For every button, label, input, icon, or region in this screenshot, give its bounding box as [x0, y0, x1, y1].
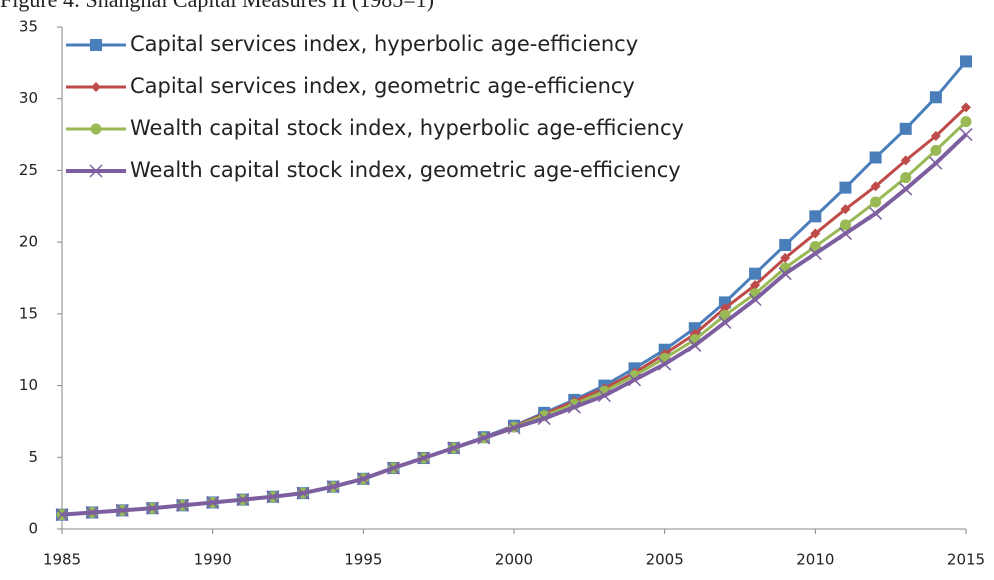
data-point [145, 501, 159, 515]
legend-marker [90, 39, 102, 51]
data-point [780, 252, 791, 263]
data-point [960, 55, 972, 68]
series-line [61, 133, 968, 517]
data-point [567, 400, 581, 414]
legend-label: Wealth capital stock index, geometric ag… [130, 158, 681, 182]
data-point [417, 451, 431, 465]
data-point [658, 357, 672, 371]
legend-marker [90, 123, 102, 135]
data-point [628, 373, 642, 387]
y-tick-label: 30 [19, 89, 38, 107]
data-point [899, 122, 912, 135]
data-point [85, 505, 99, 520]
data-point [507, 421, 521, 435]
data-point [779, 239, 792, 252]
data-point [688, 338, 702, 352]
y-tick-label: 20 [19, 233, 38, 251]
data-point [809, 210, 822, 223]
data-point [929, 91, 942, 104]
data-point [597, 389, 611, 403]
data-point [870, 181, 881, 192]
data-point [929, 156, 943, 170]
data-point [356, 472, 370, 486]
data-point [326, 480, 340, 494]
legend-marker [91, 82, 101, 92]
data-point [477, 431, 491, 445]
x-tick-label: 2005 [646, 551, 684, 569]
data-point [447, 441, 461, 455]
data-point [750, 280, 761, 291]
data-point [206, 495, 220, 509]
data-point [386, 461, 400, 475]
data-point [55, 508, 69, 522]
data-point [959, 128, 973, 142]
legend-label: Capital services index, geometric age-ef… [130, 74, 635, 98]
data-point [930, 131, 941, 142]
x-tick-label: 2000 [495, 551, 533, 569]
data-point [748, 292, 762, 307]
data-point [176, 498, 190, 512]
data-point [899, 182, 913, 196]
data-point [809, 240, 821, 252]
data-point [960, 116, 972, 128]
data-point [900, 172, 912, 184]
data-point [869, 151, 882, 164]
chart-title: Figure 4: Shanghai Capital Measures II (… [0, 0, 434, 12]
y-tick-label: 0 [28, 520, 38, 538]
y-tick-label: 35 [19, 18, 38, 36]
legend-label: Wealth capital stock index, hyperbolic a… [130, 116, 684, 140]
data-point [810, 228, 821, 239]
x-tick-label: 1985 [43, 551, 81, 569]
data-point [115, 503, 129, 517]
y-tick-label: 25 [19, 161, 38, 179]
data-point [749, 267, 762, 280]
data-point [930, 144, 942, 156]
legend-marker [89, 164, 103, 178]
data-point [236, 493, 250, 507]
y-tick-label: 15 [19, 304, 38, 322]
x-tick-label: 2010 [796, 551, 834, 569]
y-tick-label: 10 [19, 376, 38, 394]
x-tick-label: 2015 [947, 551, 985, 569]
data-point [778, 267, 792, 281]
x-tick-label: 1995 [344, 551, 382, 569]
data-point [537, 412, 551, 426]
data-point [900, 155, 911, 166]
data-point [869, 206, 883, 220]
data-point [839, 181, 852, 194]
data-point [870, 196, 882, 208]
data-point [718, 315, 732, 329]
data-point [808, 247, 822, 261]
data-point [961, 102, 971, 113]
data-point [839, 219, 851, 231]
data-point [296, 486, 310, 500]
legend-label: Capital services index, hyperbolic age-e… [130, 32, 638, 56]
data-point [838, 227, 852, 241]
y-tick-label: 5 [28, 448, 38, 466]
data-point [266, 490, 280, 504]
data-point [840, 204, 851, 215]
x-tick-label: 1990 [194, 551, 232, 569]
